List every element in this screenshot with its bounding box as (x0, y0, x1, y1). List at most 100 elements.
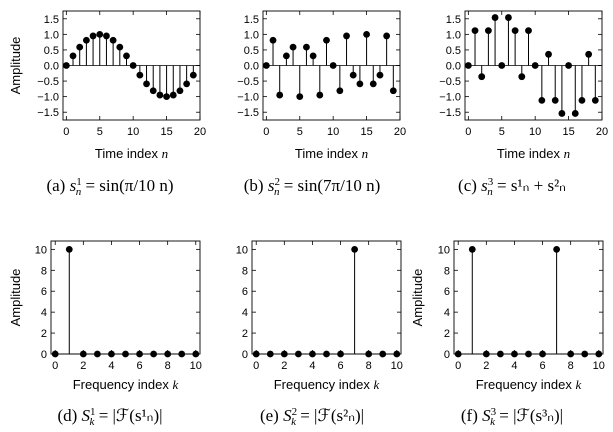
stem-marker (109, 36, 117, 44)
y-tick-label: 0.5 (244, 45, 259, 57)
x-tick-label: 10 (593, 360, 605, 372)
y-tick-label: 1.0 (446, 29, 461, 41)
y-axis-label: Amplitude (8, 37, 23, 95)
plot-frame (251, 240, 402, 355)
stem-marker (551, 96, 559, 104)
stem-marker (363, 30, 370, 38)
stem-marker (454, 350, 462, 358)
x-tick-label: 4 (511, 360, 517, 372)
y-tick-label: 0 (242, 349, 248, 361)
subplot-caption: (e) S2 k = |ℱ(s²ₙ)| (260, 406, 364, 428)
subplot-caption: (d) S1 k = |ℱ(s¹ₙ)| (57, 406, 162, 428)
stem-marker (349, 71, 357, 79)
x-tick-label: 20 (194, 126, 206, 138)
stem-marker (498, 62, 506, 69)
stem-marker (482, 350, 490, 358)
y-tick-label: 2 (444, 328, 450, 340)
subplot-caption: (a) s1 n = sin(π/10 n) (46, 176, 173, 198)
stem-marker (51, 350, 59, 358)
subplot-e: 0 2 4 6 8 10 0 2 4 6 8 10 Frequency index k (e) S2 k =… (236, 240, 403, 428)
stem-marker (123, 52, 130, 60)
x-tick-label: 10 (127, 126, 139, 138)
stem-marker (379, 350, 387, 358)
stem-marker (389, 87, 397, 95)
x-tick-label: 15 (160, 126, 172, 138)
stem-marker (471, 27, 479, 35)
stem-marker (468, 245, 476, 253)
stem-marker (69, 52, 77, 60)
stem-marker (93, 350, 101, 358)
stem-marker (294, 350, 302, 358)
stem-marker (336, 87, 344, 95)
stem-marker (496, 350, 504, 358)
y-tick-label: 8 (41, 265, 47, 277)
y-tick-label: −0.5 (439, 76, 461, 88)
stem-marker (578, 96, 586, 104)
x-tick-label: 2 (80, 360, 86, 372)
y-tick-label: 0.0 (244, 61, 259, 73)
stem-marker (484, 27, 492, 35)
x-axis-label: Frequency index k (73, 377, 179, 392)
y-tick-label: −1.5 (439, 107, 461, 119)
stem-marker (565, 62, 572, 69)
y-tick-label: 10 (438, 244, 450, 256)
stem-marker (143, 80, 150, 88)
x-tick-label: 5 (297, 126, 303, 138)
x-tick-label: 15 (360, 126, 372, 138)
y-tick-label: 0 (444, 349, 450, 361)
stem-marker (464, 62, 472, 69)
x-axis-label: Time index n (497, 146, 570, 161)
stem-marker (323, 36, 330, 44)
y-tick-label: 1.0 (244, 29, 259, 41)
y-tick-label: 1.5 (44, 14, 59, 26)
stem-marker (266, 350, 274, 358)
y-tick-label: 6 (444, 286, 450, 298)
y-tick-label: −1.5 (37, 107, 59, 119)
y-tick-label: 0.0 (446, 61, 461, 73)
stem-marker (183, 80, 191, 88)
stem-marker (108, 350, 115, 358)
y-tick-label: 8 (242, 265, 248, 277)
x-tick-label: 15 (562, 126, 574, 138)
y-tick-label: 1.5 (244, 14, 259, 26)
subplot-c: −1.5 −1.0 −0.5 0.0 0.5 1.0 1.5 0 5 10 15 20 Time ind… (439, 10, 608, 198)
x-tick-label: 0 (63, 126, 69, 138)
y-tick-label: 4 (242, 307, 248, 319)
x-tick-label: 8 (568, 360, 574, 372)
stem-marker (383, 32, 391, 40)
x-axis-label: Frequency index k (274, 377, 380, 392)
stem-marker (262, 62, 270, 69)
y-tick-label: 1.5 (446, 14, 461, 26)
stem-marker (539, 350, 546, 358)
stem-marker (393, 350, 401, 358)
stem-marker (585, 50, 593, 58)
x-tick-label: 6 (539, 360, 545, 372)
stem-marker (329, 62, 337, 69)
stem-marker (356, 80, 364, 88)
x-axis-label: Frequency index k (476, 377, 582, 392)
stem-marker (531, 62, 539, 69)
y-tick-label: 6 (242, 286, 248, 298)
stem-marker (116, 43, 124, 51)
plot-frame (50, 240, 201, 355)
stem-marker (525, 350, 532, 358)
x-tick-label: 10 (327, 126, 339, 138)
stem-marker (369, 80, 377, 88)
stem-marker (252, 350, 260, 358)
y-tick-label: 0.5 (44, 45, 59, 57)
stem-marker (591, 96, 599, 104)
x-tick-label: 0 (52, 360, 58, 372)
stem-marker (65, 245, 73, 253)
stem-marker (376, 71, 384, 79)
stem-marker (82, 36, 90, 44)
y-tick-label: 0 (41, 349, 47, 361)
stem-marker (595, 350, 603, 358)
x-tick-label: 6 (337, 360, 343, 372)
y-tick-label: 2 (41, 328, 47, 340)
x-tick-label: 6 (136, 360, 142, 372)
x-tick-label: 10 (529, 126, 541, 138)
stem-marker (122, 350, 129, 358)
subplot-caption: (c) s3 n = s¹ₙ + s²ₙ (458, 176, 566, 198)
y-tick-label: −1.0 (237, 92, 259, 104)
